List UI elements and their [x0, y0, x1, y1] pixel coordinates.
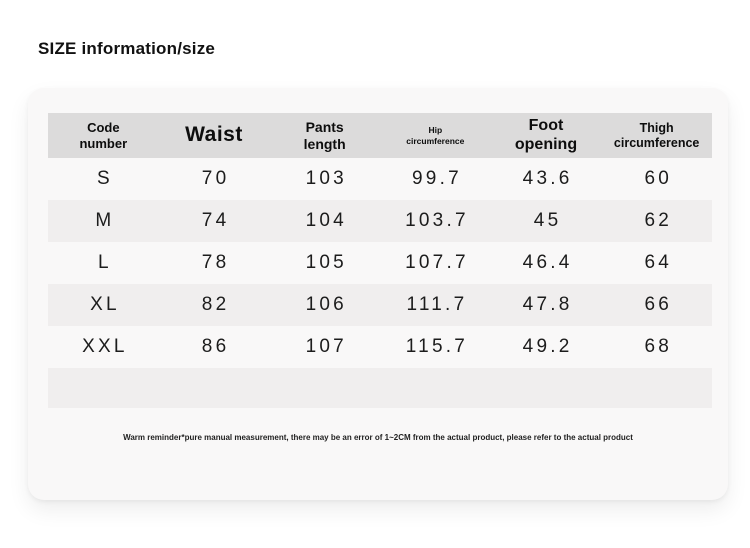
hip-circumference-cell: 111.7: [406, 294, 468, 315]
size-chart-card: Code number Waist Pants length Hip circu…: [28, 88, 728, 500]
foot-opening-cell: 49.2: [522, 336, 573, 357]
thigh-circumference-cell: 60: [644, 168, 673, 189]
waist-cell: 86: [201, 336, 230, 357]
size-table: Code number Waist Pants length Hip circu…: [48, 113, 712, 408]
size-code-cell: XXL: [82, 336, 128, 357]
size-code-cell: M: [95, 210, 115, 231]
measurement-note: Warm reminder*pure manual measurement, t…: [123, 433, 633, 442]
thigh-circumference-cell: 66: [644, 294, 673, 315]
header-line: number: [79, 135, 128, 151]
column-header-foot-opening: Foot opening: [491, 117, 602, 155]
header-line: circumference: [613, 135, 700, 150]
table-row-xl: XL 82 106 111.7 47.8 66: [48, 284, 712, 326]
pants-length-cell: 103: [305, 168, 347, 189]
column-header-waist: Waist: [159, 123, 270, 148]
foot-opening-cell: 43.6: [522, 168, 573, 189]
pants-length-cell: 107: [305, 336, 347, 357]
hip-circumference-cell: 99.7: [411, 168, 462, 189]
header-line: Thigh: [639, 120, 674, 135]
hip-circumference-cell: 115.7: [405, 336, 469, 357]
thigh-circumference-cell: 62: [644, 210, 673, 231]
waist-cell: 74: [201, 210, 230, 231]
pants-length-cell: 105: [305, 252, 347, 273]
header-line: Pants: [305, 118, 344, 135]
foot-opening-cell: 46.4: [522, 252, 573, 273]
size-code-cell: XL: [90, 294, 120, 315]
table-header-row: Code number Waist Pants length Hip circu…: [48, 113, 712, 158]
header-line: opening: [514, 135, 578, 153]
table-row-s: S 70 103 99.7 43.6 60: [48, 158, 712, 200]
thigh-circumference-cell: 64: [644, 252, 673, 273]
table-row-m: M 74 104 103.7 45 62: [48, 200, 712, 242]
column-header-thigh-circumference: Thigh circumference: [601, 121, 712, 151]
header-line: circumference: [406, 135, 465, 146]
page-title: SIZE information/size: [38, 39, 216, 58]
table-row-l: L 78 105 107.7 46.4 64: [48, 242, 712, 284]
size-code-cell: S: [96, 168, 113, 189]
table-row-xxl: XXL 86 107 115.7 49.2 68: [48, 326, 712, 368]
header-line: Code: [87, 120, 120, 136]
waist-cell: 70: [201, 168, 230, 189]
pants-length-cell: 104: [305, 210, 347, 231]
header-line: Foot: [528, 116, 564, 134]
hip-circumference-cell: 103.7: [405, 210, 469, 231]
column-header-hip-circumference: Hip circumference: [380, 125, 491, 145]
waist-cell: 82: [201, 294, 230, 315]
header-line: Hip: [428, 125, 443, 136]
column-header-pants-length: Pants length: [269, 119, 380, 152]
hip-circumference-cell: 107.7: [405, 252, 469, 273]
size-code-cell: L: [98, 252, 112, 273]
waist-cell: 78: [201, 252, 230, 273]
header-line: Waist: [185, 123, 243, 147]
pants-length-cell: 106: [305, 294, 347, 315]
foot-opening-cell: 47.8: [522, 294, 573, 315]
column-header-code-number: Code number: [48, 120, 159, 151]
thigh-circumference-cell: 68: [644, 336, 673, 357]
header-line: length: [303, 135, 346, 152]
empty-spacer-row: [48, 368, 712, 408]
foot-opening-cell: 45: [533, 210, 562, 231]
